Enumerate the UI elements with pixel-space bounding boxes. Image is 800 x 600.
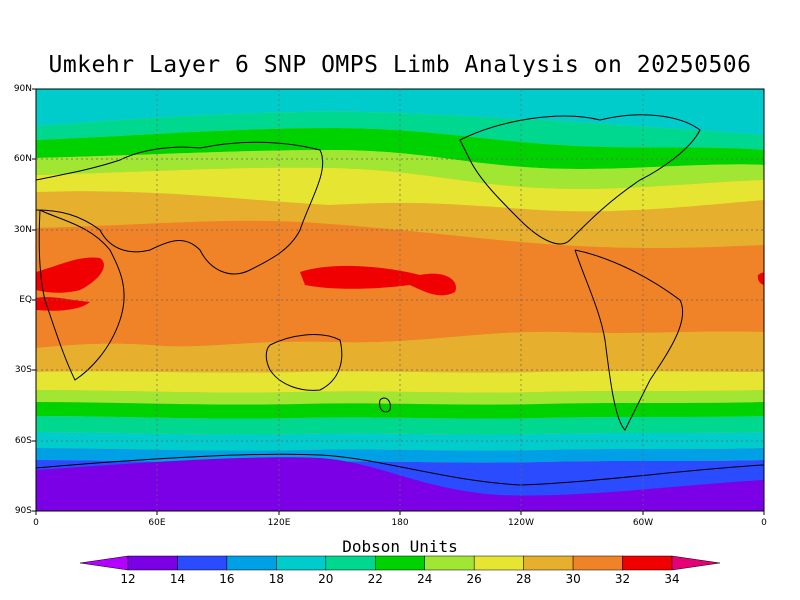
colorbar-swatch: [127, 555, 178, 571]
coastlines: [36, 114, 764, 486]
colorbar-low-arrow: [79, 555, 129, 571]
map-title: Umkehr Layer 6 SNP OMPS Limb Analysis on…: [48, 52, 752, 78]
lon-label-60e: 60E: [148, 518, 166, 528]
lon-label-60w: 60W: [632, 518, 654, 528]
ticks: [32, 88, 765, 515]
colorbar-tick-label: 26: [466, 572, 482, 586]
colorbar-tick-label: 14: [169, 572, 186, 586]
lat-label-eq: EQ: [19, 295, 32, 305]
colorbar-tick-label: 34: [664, 572, 680, 586]
colorbar-swatch: [226, 555, 277, 571]
lon-label-180: 180: [391, 518, 409, 528]
band-n-teal: [36, 111, 764, 150]
colorbar-swatch: [276, 555, 327, 571]
colorbar-tick-label: 16: [219, 572, 235, 586]
coast-new-zealand: [379, 397, 391, 413]
band-n-cyan: [36, 89, 764, 135]
lon-label-120w: 120W: [507, 518, 535, 528]
red-patch-pacific: [300, 265, 456, 296]
band-s-yellow: [36, 371, 764, 393]
colorbar-swatch: [424, 555, 475, 571]
lon-label-0-end: 0: [761, 518, 767, 528]
coast-africa: [38, 209, 125, 381]
lon-label-120e: 120E: [267, 518, 291, 528]
lat-label-60n: 60N: [13, 154, 32, 164]
colorbar-tick-label: 32: [614, 572, 631, 586]
red-patch-east: [757, 272, 764, 285]
red-patch-africa: [36, 257, 104, 293]
colorbar-tick-label: 20: [318, 572, 334, 586]
band-s-cyan: [36, 432, 764, 451]
colorbar-swatch: [622, 555, 673, 571]
coast-north-america: [459, 114, 701, 245]
colorbar-tick-label: 22: [367, 572, 383, 586]
colorbar-swatch: [473, 555, 524, 571]
colorbar-swatch: [325, 555, 376, 571]
coast-eurasia: [36, 141, 324, 275]
colorbar-swatch: [523, 555, 574, 571]
red-patch-atlantic: [36, 297, 90, 311]
lat-label-30n: 30N: [13, 225, 32, 235]
gridlines: [36, 89, 764, 511]
colorbar: [79, 555, 721, 571]
band-s-gold: [36, 331, 764, 373]
lat-label-90s: 90S: [14, 506, 32, 516]
coast-antarctica: [36, 453, 764, 486]
coast-south-america: [574, 249, 684, 431]
colorbar-tick-label: 12: [120, 572, 136, 586]
coast-australia: [265, 334, 343, 391]
lat-label-60s: 60S: [14, 436, 32, 446]
colorbar-tick-label: 28: [515, 572, 532, 586]
band-s-lightgreen: [36, 390, 764, 405]
colorbar-tick-label: 24: [417, 572, 433, 586]
colorbar-swatch: [177, 555, 228, 571]
lat-label-30s: 30S: [14, 365, 32, 375]
colorbar-high-arrow: [671, 555, 721, 571]
colorbar-swatch: [572, 555, 623, 571]
colorbar-title: Dobson Units: [342, 537, 458, 556]
colorbar-tick-label: 30: [565, 572, 581, 586]
colorbar-swatch: [375, 555, 425, 571]
lat-label-90n: 90N: [13, 84, 32, 94]
colorbar-tick-label: 18: [268, 572, 284, 586]
lon-label-0: 0: [33, 518, 39, 528]
